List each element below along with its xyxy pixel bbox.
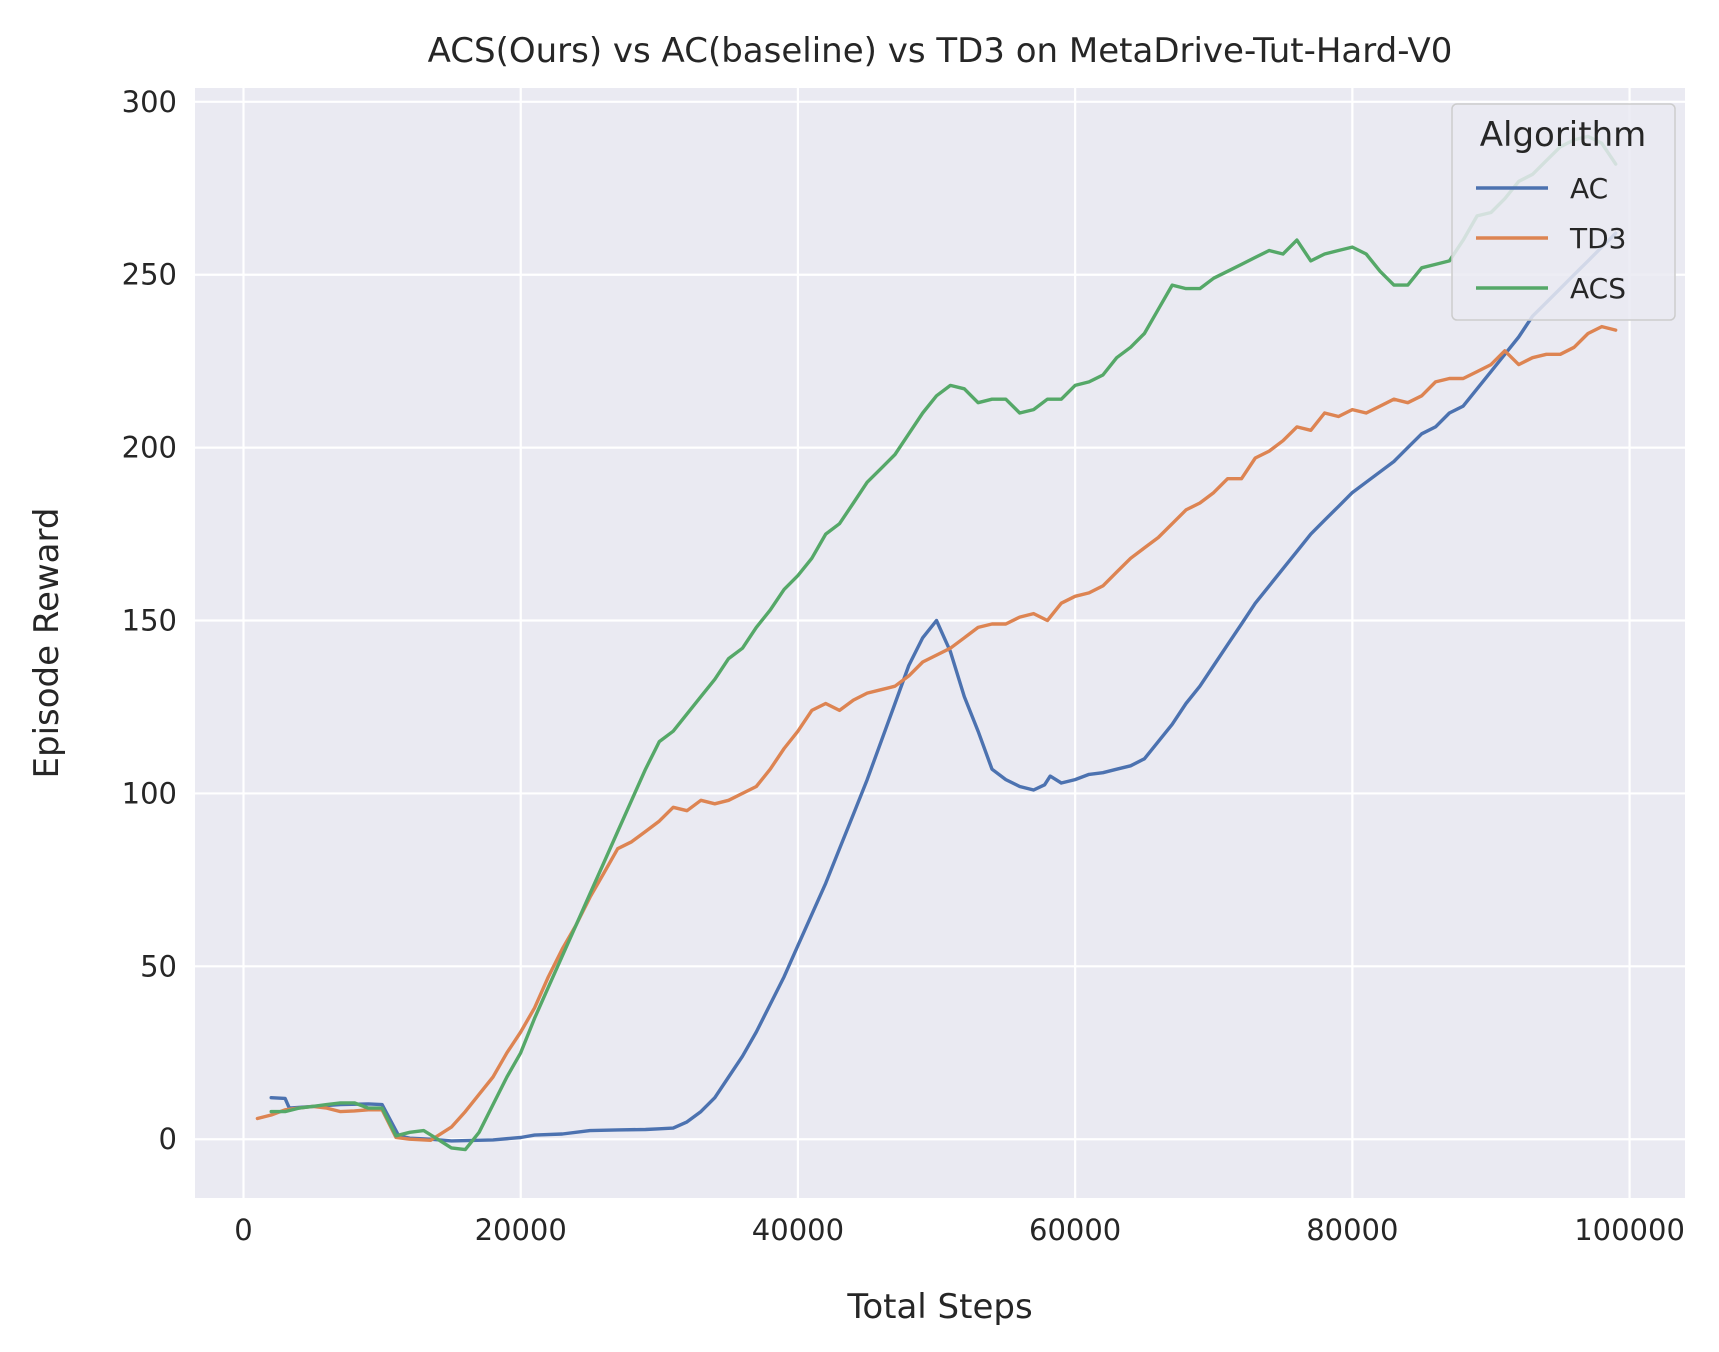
x-tick-label: 60000 — [1029, 1213, 1121, 1247]
series-line-ac — [269, 231, 1618, 1143]
series-lines — [255, 134, 1618, 1152]
x-tick-label: 0 — [234, 1213, 252, 1247]
y-tick-label: 300 — [122, 85, 177, 119]
y-tick-label: 100 — [122, 776, 177, 810]
legend-label-td3: TD3 — [1569, 222, 1626, 255]
series-line-acs — [269, 134, 1618, 1152]
legend-label-ac: AC — [1570, 172, 1608, 205]
grid — [195, 88, 1685, 1198]
series-line-td3 — [255, 324, 1618, 1142]
x-tick-label: 80000 — [1306, 1213, 1398, 1247]
y-tick-label: 200 — [122, 431, 177, 465]
x-axis-label: Total Steps — [846, 1287, 1032, 1327]
y-axis-label: Episode Reward — [27, 508, 67, 779]
legend-label-acs: ACS — [1570, 272, 1626, 305]
plot-area — [195, 88, 1685, 1198]
legend: Algorithm AC TD3 ACS — [1451, 103, 1676, 321]
y-tick-label: 150 — [122, 604, 177, 638]
y-tick-label: 0 — [159, 1122, 177, 1156]
ticks: 0 20000 40000 60000 80000 100000 0 50 100 150 200 2… — [122, 85, 1685, 1247]
y-tick-label: 50 — [140, 949, 177, 983]
legend-items: AC TD3 ACS — [1476, 172, 1626, 305]
x-tick-label: 40000 — [752, 1213, 844, 1247]
chart-title: ACS(Ours) vs AC(baseline) vs TD3 on Meta… — [428, 31, 1453, 71]
y-tick-label: 250 — [122, 258, 177, 292]
legend-title: Algorithm — [1480, 115, 1647, 155]
x-tick-label: 100000 — [1574, 1213, 1685, 1247]
legend-box — [1451, 103, 1676, 321]
x-tick-label: 20000 — [475, 1213, 567, 1247]
